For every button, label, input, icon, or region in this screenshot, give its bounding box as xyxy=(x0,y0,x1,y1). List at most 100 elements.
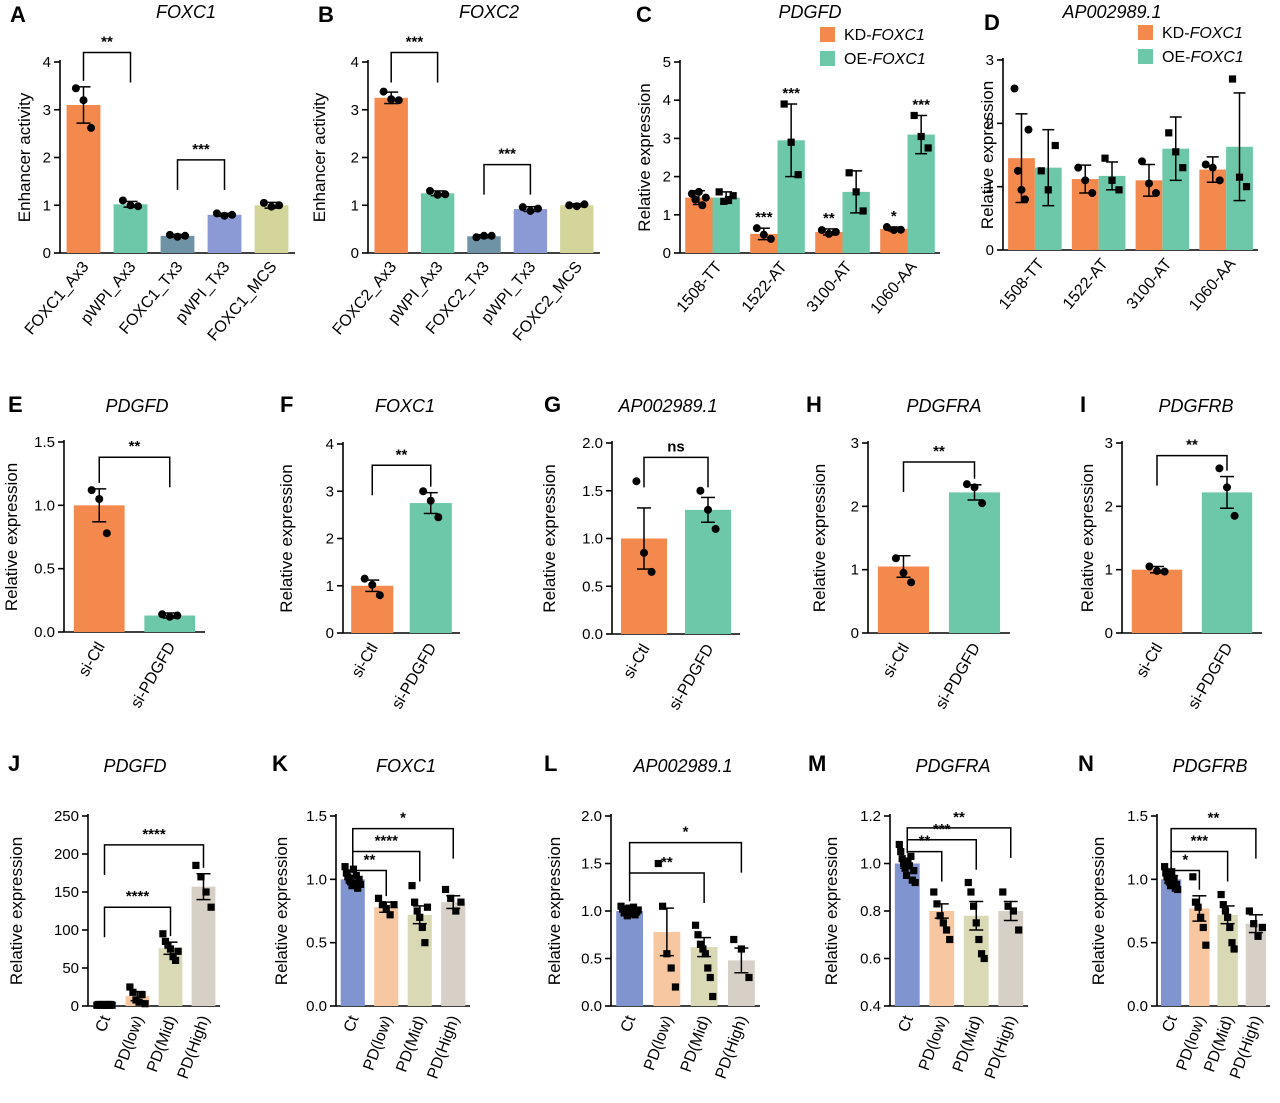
y-axis-label: Relative expression xyxy=(277,464,296,612)
y-tick-label: 0 xyxy=(986,242,994,259)
panel-j: J PDGFD Relative expression 0 50 100 150 200 250… xyxy=(7,751,220,1081)
data-point xyxy=(126,983,134,991)
y-tick-label: 1.0 xyxy=(1127,871,1148,888)
data-point xyxy=(275,201,284,210)
legend-label: KD-FOXC1 xyxy=(1162,25,1243,42)
x-tick-label: PD(Mid) xyxy=(393,1014,429,1075)
data-point xyxy=(207,903,215,911)
data-point xyxy=(1215,176,1224,185)
x-tick-label: PD(High) xyxy=(713,1014,751,1082)
data-point xyxy=(1224,913,1232,921)
data-point xyxy=(845,169,853,177)
bar xyxy=(513,209,548,253)
bracket-line xyxy=(906,827,1012,858)
data-point xyxy=(902,871,911,879)
significance-label: ** xyxy=(1186,437,1198,454)
data-point xyxy=(730,935,738,944)
data-point xyxy=(1226,923,1234,932)
bracket-line xyxy=(1170,850,1229,882)
bracket-line xyxy=(1170,869,1201,890)
y-tick-label: 0.5 xyxy=(582,578,603,595)
significance-label: ** xyxy=(933,443,945,460)
bracket-line xyxy=(1170,827,1257,859)
data-point xyxy=(1170,875,1178,883)
data-point xyxy=(859,207,867,215)
y-tick-label: 250 xyxy=(54,808,79,825)
legend-gene: FOXC1 xyxy=(1190,49,1243,66)
data-point xyxy=(663,950,671,958)
panel-label: B xyxy=(318,2,334,27)
data-point xyxy=(1044,186,1052,194)
y-tick-label: 3 xyxy=(851,435,859,452)
y-axis-label: Relative expression xyxy=(635,83,654,231)
x-tick-label: FOXC2_Ax3 xyxy=(330,259,401,339)
data-point xyxy=(729,192,737,200)
y-axis-label: Relative expression xyxy=(1078,464,1097,612)
data-point xyxy=(901,864,909,872)
data-point xyxy=(715,188,723,196)
chart-title: AP002989.1 xyxy=(632,756,732,776)
data-point xyxy=(419,487,428,496)
panel-l: L AP002989.1 Relative expression 0.0 0.5 1.0 1… xyxy=(544,751,760,1081)
data-point xyxy=(181,231,190,240)
data-point xyxy=(671,983,680,991)
data-point xyxy=(794,171,802,179)
legend-label: OE-FOXC1 xyxy=(1162,49,1244,66)
y-tick-label: 1.5 xyxy=(34,434,55,451)
data-point xyxy=(158,610,167,619)
legend-swatch xyxy=(1138,49,1153,64)
data-point xyxy=(565,201,574,210)
chart-title: PDGFD xyxy=(779,2,842,22)
data-point xyxy=(1024,125,1033,134)
significance-bracket: *** xyxy=(390,33,439,83)
legend-prefix: OE- xyxy=(1162,49,1190,66)
y-tick-label: 1.0 xyxy=(306,871,327,888)
data-point xyxy=(173,611,182,620)
data-point xyxy=(426,496,435,505)
significance-bracket: ** xyxy=(352,851,387,897)
significance-label: * xyxy=(1182,851,1188,868)
significance-label: * xyxy=(683,824,689,841)
data-point xyxy=(895,840,903,849)
significance-bracket: *** xyxy=(483,146,532,195)
y-tick-label: 1.5 xyxy=(1127,808,1148,825)
data-point xyxy=(891,554,900,563)
chart-title: FOXC2 xyxy=(459,2,519,22)
significance-bracket: ** xyxy=(906,809,1012,858)
x-tick-label: si-PDGFD xyxy=(1185,641,1236,713)
data-point xyxy=(701,193,710,202)
y-tick-label: 0 xyxy=(1105,625,1113,642)
data-point xyxy=(1074,163,1083,172)
bracket-line xyxy=(352,869,387,897)
y-tick-label: 0.8 xyxy=(860,903,881,920)
panel-g: G AP002989.1 Relative expression 0.0 0.5 1.0 1… xyxy=(540,392,740,713)
data-point xyxy=(129,988,137,996)
data-point xyxy=(480,231,488,240)
data-point xyxy=(1017,185,1026,194)
bar xyxy=(1201,492,1253,633)
data-point xyxy=(1108,176,1116,184)
x-tick-label: si-Ctl xyxy=(76,640,109,680)
x-tick-label: 1060-AA xyxy=(1186,255,1239,314)
y-tick-label: 0.5 xyxy=(34,561,55,578)
panel-label: F xyxy=(280,392,293,417)
data-point xyxy=(259,198,268,207)
significance-bracket: * xyxy=(628,824,743,873)
significance-bracket: * xyxy=(1170,851,1201,890)
data-point xyxy=(1168,868,1176,876)
data-point xyxy=(905,862,914,870)
data-point xyxy=(352,871,360,880)
data-point xyxy=(165,612,174,621)
data-point xyxy=(267,202,276,211)
data-point xyxy=(1221,907,1230,915)
y-tick-label: 150 xyxy=(54,884,79,901)
legend-swatch xyxy=(1138,25,1153,40)
data-point xyxy=(696,486,705,495)
bar xyxy=(340,879,365,1006)
panel-n: N PDGFRB Relative expression 0.0 0.5 1.0 1.5 Ct… xyxy=(1078,751,1270,1081)
data-point xyxy=(696,940,705,948)
data-point xyxy=(580,200,589,209)
data-point xyxy=(173,232,182,241)
data-point xyxy=(629,903,638,911)
data-point xyxy=(977,950,986,958)
